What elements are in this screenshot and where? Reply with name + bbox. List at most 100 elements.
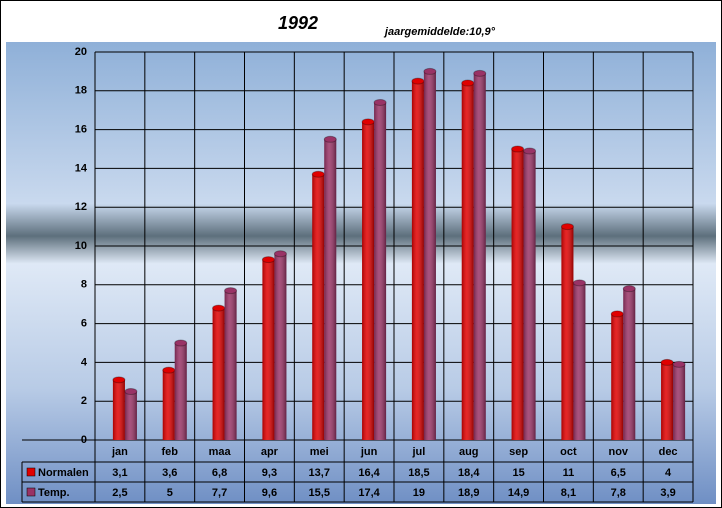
bar-top: [660, 358, 674, 366]
y-tick-label: 2: [81, 395, 87, 407]
bar-shade: [324, 139, 337, 441]
bar-top: [622, 285, 636, 293]
x-tick-label: nov: [608, 446, 628, 458]
value-label: 2,5: [112, 487, 127, 499]
value-label: 6,5: [611, 467, 626, 479]
y-tick-label: 12: [75, 201, 87, 213]
value-label: 5: [167, 487, 173, 499]
value-label: 11: [563, 467, 575, 479]
x-tick-label: sep: [509, 446, 528, 458]
value-label: 7,8: [611, 487, 626, 499]
y-tick-label: 20: [75, 46, 87, 58]
legend-label: Normalen: [38, 467, 89, 479]
y-tick-label: 4: [81, 356, 88, 368]
value-label: 18,4: [458, 467, 480, 479]
value-label: 8,1: [561, 487, 576, 499]
bar-top: [473, 69, 487, 77]
bar-top: [224, 287, 238, 295]
bar-top: [523, 147, 537, 155]
bar-top: [124, 388, 138, 395]
bar-top: [672, 360, 686, 368]
value-label: 18,5: [408, 467, 429, 479]
x-tick-label: aug: [459, 446, 479, 458]
bar-shade: [673, 364, 686, 440]
bar-top: [212, 304, 226, 312]
value-label: 9,3: [262, 467, 277, 479]
bar-top: [261, 256, 275, 264]
value-label: 13,7: [309, 467, 330, 479]
plot: 02468101214161820jan3,12,5feb3,65maa6,87…: [21, 46, 694, 503]
value-label: 16,4: [358, 467, 380, 479]
value-label: 3,6: [162, 467, 177, 479]
bar-top: [373, 98, 387, 106]
value-label: 3,1: [112, 467, 127, 479]
value-label: 15: [512, 467, 524, 479]
bar-shade: [124, 391, 137, 440]
chart-subtitle: jaargemiddelde:10,9°: [383, 26, 496, 38]
bar-shade: [312, 174, 325, 440]
bar-top: [461, 79, 475, 87]
bar-shade: [174, 343, 187, 440]
bar-shade: [573, 282, 586, 440]
y-tick-label: 18: [75, 85, 87, 97]
bar-shade: [461, 83, 474, 440]
value-label: 18,9: [458, 487, 479, 499]
x-tick-label: dec: [659, 446, 678, 458]
bar-top: [560, 223, 574, 231]
value-label: 3,9: [660, 487, 675, 499]
legend-swatch: [26, 467, 36, 477]
bar-shade: [411, 81, 424, 440]
y-tick-label: 14: [75, 162, 88, 174]
bar-shade: [623, 288, 636, 440]
bar-shade: [473, 73, 486, 440]
bar-top: [273, 250, 287, 258]
value-label: 17,4: [358, 487, 380, 499]
bar-shade: [212, 308, 225, 440]
bar-shade: [561, 226, 574, 440]
bar-shade: [112, 379, 125, 440]
x-tick-label: apr: [261, 446, 279, 458]
x-tick-label: jun: [360, 446, 378, 458]
bar-top: [162, 366, 176, 374]
bar-shade: [661, 362, 674, 440]
bar-top: [174, 339, 188, 347]
bar-shade: [262, 259, 275, 440]
value-label: 14,9: [508, 487, 529, 499]
y-tick-label: 8: [81, 279, 87, 291]
bar-shade: [611, 313, 624, 440]
value-label: 6,8: [212, 467, 227, 479]
y-tick-label: 10: [75, 240, 87, 252]
bar-top: [411, 77, 425, 85]
bar-top: [323, 135, 337, 143]
bar-shade: [523, 150, 536, 440]
x-tick-label: mei: [310, 446, 329, 458]
value-label: 19: [413, 487, 425, 499]
background-photo: [6, 42, 716, 504]
bar-top: [112, 376, 126, 384]
x-tick-label: jul: [411, 446, 425, 458]
y-tick-label: 16: [75, 124, 87, 136]
bar-shade: [362, 121, 375, 440]
bar-top: [511, 145, 525, 153]
bar-top: [311, 170, 325, 178]
bar-top: [361, 118, 375, 126]
bar-top: [423, 67, 437, 75]
bar-top: [610, 310, 624, 318]
bar-shade: [374, 102, 387, 440]
x-tick-label: jan: [111, 446, 128, 458]
bar-shade: [423, 71, 436, 441]
value-label: 7,7: [212, 487, 227, 499]
value-label: 9,6: [262, 487, 277, 499]
bar-shade: [162, 370, 175, 440]
x-tick-label: feb: [162, 446, 179, 458]
x-tick-label: oct: [560, 446, 577, 458]
bar-shade: [274, 253, 287, 440]
bar-top: [572, 279, 586, 287]
bar-shade: [224, 290, 237, 440]
y-tick-label: 6: [81, 318, 87, 330]
legend-swatch: [26, 487, 36, 497]
value-label: 4: [665, 467, 672, 479]
legend-label: Temp.: [38, 487, 70, 499]
x-tick-label: maa: [209, 446, 232, 458]
